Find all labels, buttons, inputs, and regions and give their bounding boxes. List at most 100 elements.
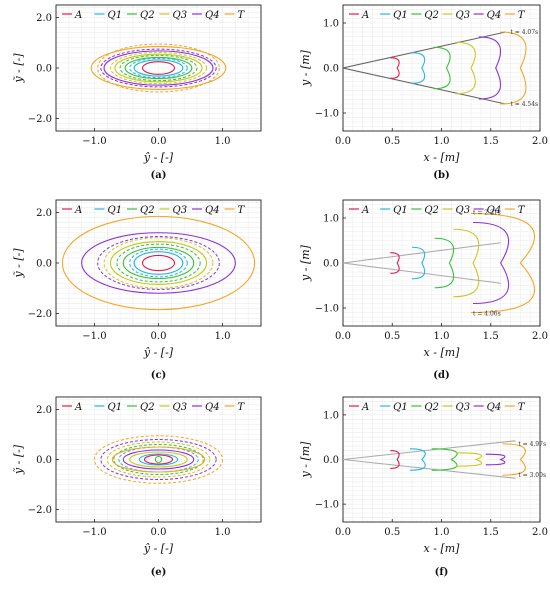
x-tick-label: 0.5 xyxy=(384,527,400,538)
boundary-ray xyxy=(343,31,506,69)
x-tick-label: 1.5 xyxy=(483,136,499,147)
y-tick-label: 1.0 xyxy=(323,410,339,421)
series-t-solid xyxy=(90,46,227,90)
plot-area xyxy=(343,212,536,314)
legend-label-a: A xyxy=(74,205,82,216)
x-tick-label: 0.0 xyxy=(151,527,167,538)
legend-label-a: A xyxy=(361,205,369,216)
boundary-ray xyxy=(343,440,516,461)
legend-label-q3: Q3 xyxy=(173,402,188,413)
arc-q2 xyxy=(431,448,458,471)
legend-label-q1: Q1 xyxy=(108,205,123,216)
y-tick-label: −2.0 xyxy=(28,309,52,320)
legend-label-q4: Q4 xyxy=(205,205,220,216)
arc-q1 xyxy=(411,52,426,84)
legend-label-q3: Q3 xyxy=(173,205,188,216)
legend-label-q4: Q4 xyxy=(205,402,220,413)
series-q3-solid xyxy=(109,241,208,285)
series-a-solid xyxy=(141,254,176,272)
y-axis-label: y - [m] xyxy=(299,244,312,282)
x-tick-label: 0.0 xyxy=(151,331,167,342)
y-axis-label: y - [m] xyxy=(299,441,312,479)
series-t-solid xyxy=(111,446,206,473)
arc-q2 xyxy=(434,237,455,289)
y-tick-label: −1.0 xyxy=(315,500,339,511)
series-q2-dashed xyxy=(119,54,198,82)
series-t-solid xyxy=(61,215,256,311)
y-tick-label: −2.0 xyxy=(28,114,52,125)
time-annotation: t = 2.31s xyxy=(473,210,501,217)
y-tick-label: 0.0 xyxy=(36,64,52,75)
series-q1-solid xyxy=(133,251,184,275)
x-tick-label: 0.5 xyxy=(384,331,400,342)
x-tick-label: −1.0 xyxy=(82,331,106,342)
legend-label-q2: Q2 xyxy=(140,10,155,21)
panel-e: ỹ - [-] (e) A Q1 Q2 Q3 Q4 T xyxy=(12,396,262,578)
time-annotation: t = 3.00s xyxy=(518,472,546,479)
x-axis-label: ŷ - [-] xyxy=(143,151,174,164)
legend-label-q2: Q2 xyxy=(424,205,439,216)
arc-q3 xyxy=(453,228,480,298)
x-tick-label: −1.0 xyxy=(82,136,106,147)
legend-label-t: T xyxy=(518,402,526,413)
arc-q3 xyxy=(456,41,476,95)
time-annotation: t = 4.54s xyxy=(510,101,538,108)
y-axis-label: ỹ - [-] xyxy=(12,444,25,475)
x-axis-label: x - [m] xyxy=(424,346,461,359)
plot-area xyxy=(343,31,527,105)
panel-d: y - [m] (d) t = 2.31s t = 4.06s A Q1 Q2 Q3 Q4 T xyxy=(299,199,541,381)
y-tick-label: 0.0 xyxy=(323,455,339,466)
plot-area xyxy=(343,440,526,479)
series-q3-dashed xyxy=(109,51,208,85)
panel-f: y - [m] (f) t = 4.97s t = 3.00s A Q1 Q2 Q3 Q4 T xyxy=(299,396,546,578)
y-tick-label: 0.0 xyxy=(323,259,339,270)
x-tick-label: 1.0 xyxy=(215,331,231,342)
series-a-solid xyxy=(141,61,176,75)
x-tick-label: 0.0 xyxy=(335,527,351,538)
series-q3-dashed xyxy=(103,237,214,289)
series-a-solid xyxy=(143,454,174,465)
panel-a: ỹ - [-] (a) A Q1 Q2 Q3 Q4 T xyxy=(12,4,262,181)
y-tick-label: −1.0 xyxy=(315,304,339,315)
legend-label-q3: Q3 xyxy=(456,205,471,216)
boundary-ray xyxy=(343,242,501,264)
legend-label-q2: Q2 xyxy=(140,205,155,216)
legend-label-t: T xyxy=(518,10,526,21)
legend-label-q2: Q2 xyxy=(424,402,439,413)
series-q4-dashed xyxy=(100,439,217,480)
legend-label-q3: Q3 xyxy=(456,10,471,21)
arc-a xyxy=(390,450,400,469)
series-q4-dashed xyxy=(100,48,217,88)
y-tick-label: 0.0 xyxy=(36,455,52,466)
panel-caption: (a) xyxy=(151,170,167,181)
x-tick-label: 0.0 xyxy=(335,136,351,147)
y-tick-label: −2.0 xyxy=(28,505,52,516)
x-axis-label: ŷ - [-] xyxy=(143,346,174,359)
legend-label-t: T xyxy=(238,10,246,21)
x-tick-label: 1.0 xyxy=(434,527,450,538)
y-tick-label: 1.0 xyxy=(323,214,339,225)
x-tick-label: 1.0 xyxy=(215,527,231,538)
panel-caption: (b) xyxy=(433,170,449,181)
legend-label-q1: Q1 xyxy=(393,10,408,21)
y-tick-label: 0.0 xyxy=(36,259,52,270)
arc-a xyxy=(390,57,400,79)
series-q1-dashed xyxy=(129,57,188,79)
series-q2-dashed xyxy=(116,243,201,283)
legend-label-t: T xyxy=(238,205,246,216)
x-tick-label: 2.0 xyxy=(532,331,548,342)
arc-q1 xyxy=(409,448,426,471)
x-axis-label: ŷ - [-] xyxy=(143,542,174,555)
legend-label-q1: Q1 xyxy=(393,205,408,216)
panel-caption: (c) xyxy=(151,370,167,381)
panel-caption: (d) xyxy=(433,370,449,381)
arc-a xyxy=(390,252,400,274)
boundary-ray xyxy=(343,262,501,284)
legend-label-q1: Q1 xyxy=(108,402,123,413)
plot-area xyxy=(93,435,224,484)
panel-caption: (f) xyxy=(435,567,449,578)
y-tick-label: 2.0 xyxy=(36,13,52,24)
y-axis-label: y - [m] xyxy=(299,49,312,87)
series-q3-solid xyxy=(114,53,203,83)
series-q2-solid xyxy=(122,246,195,280)
